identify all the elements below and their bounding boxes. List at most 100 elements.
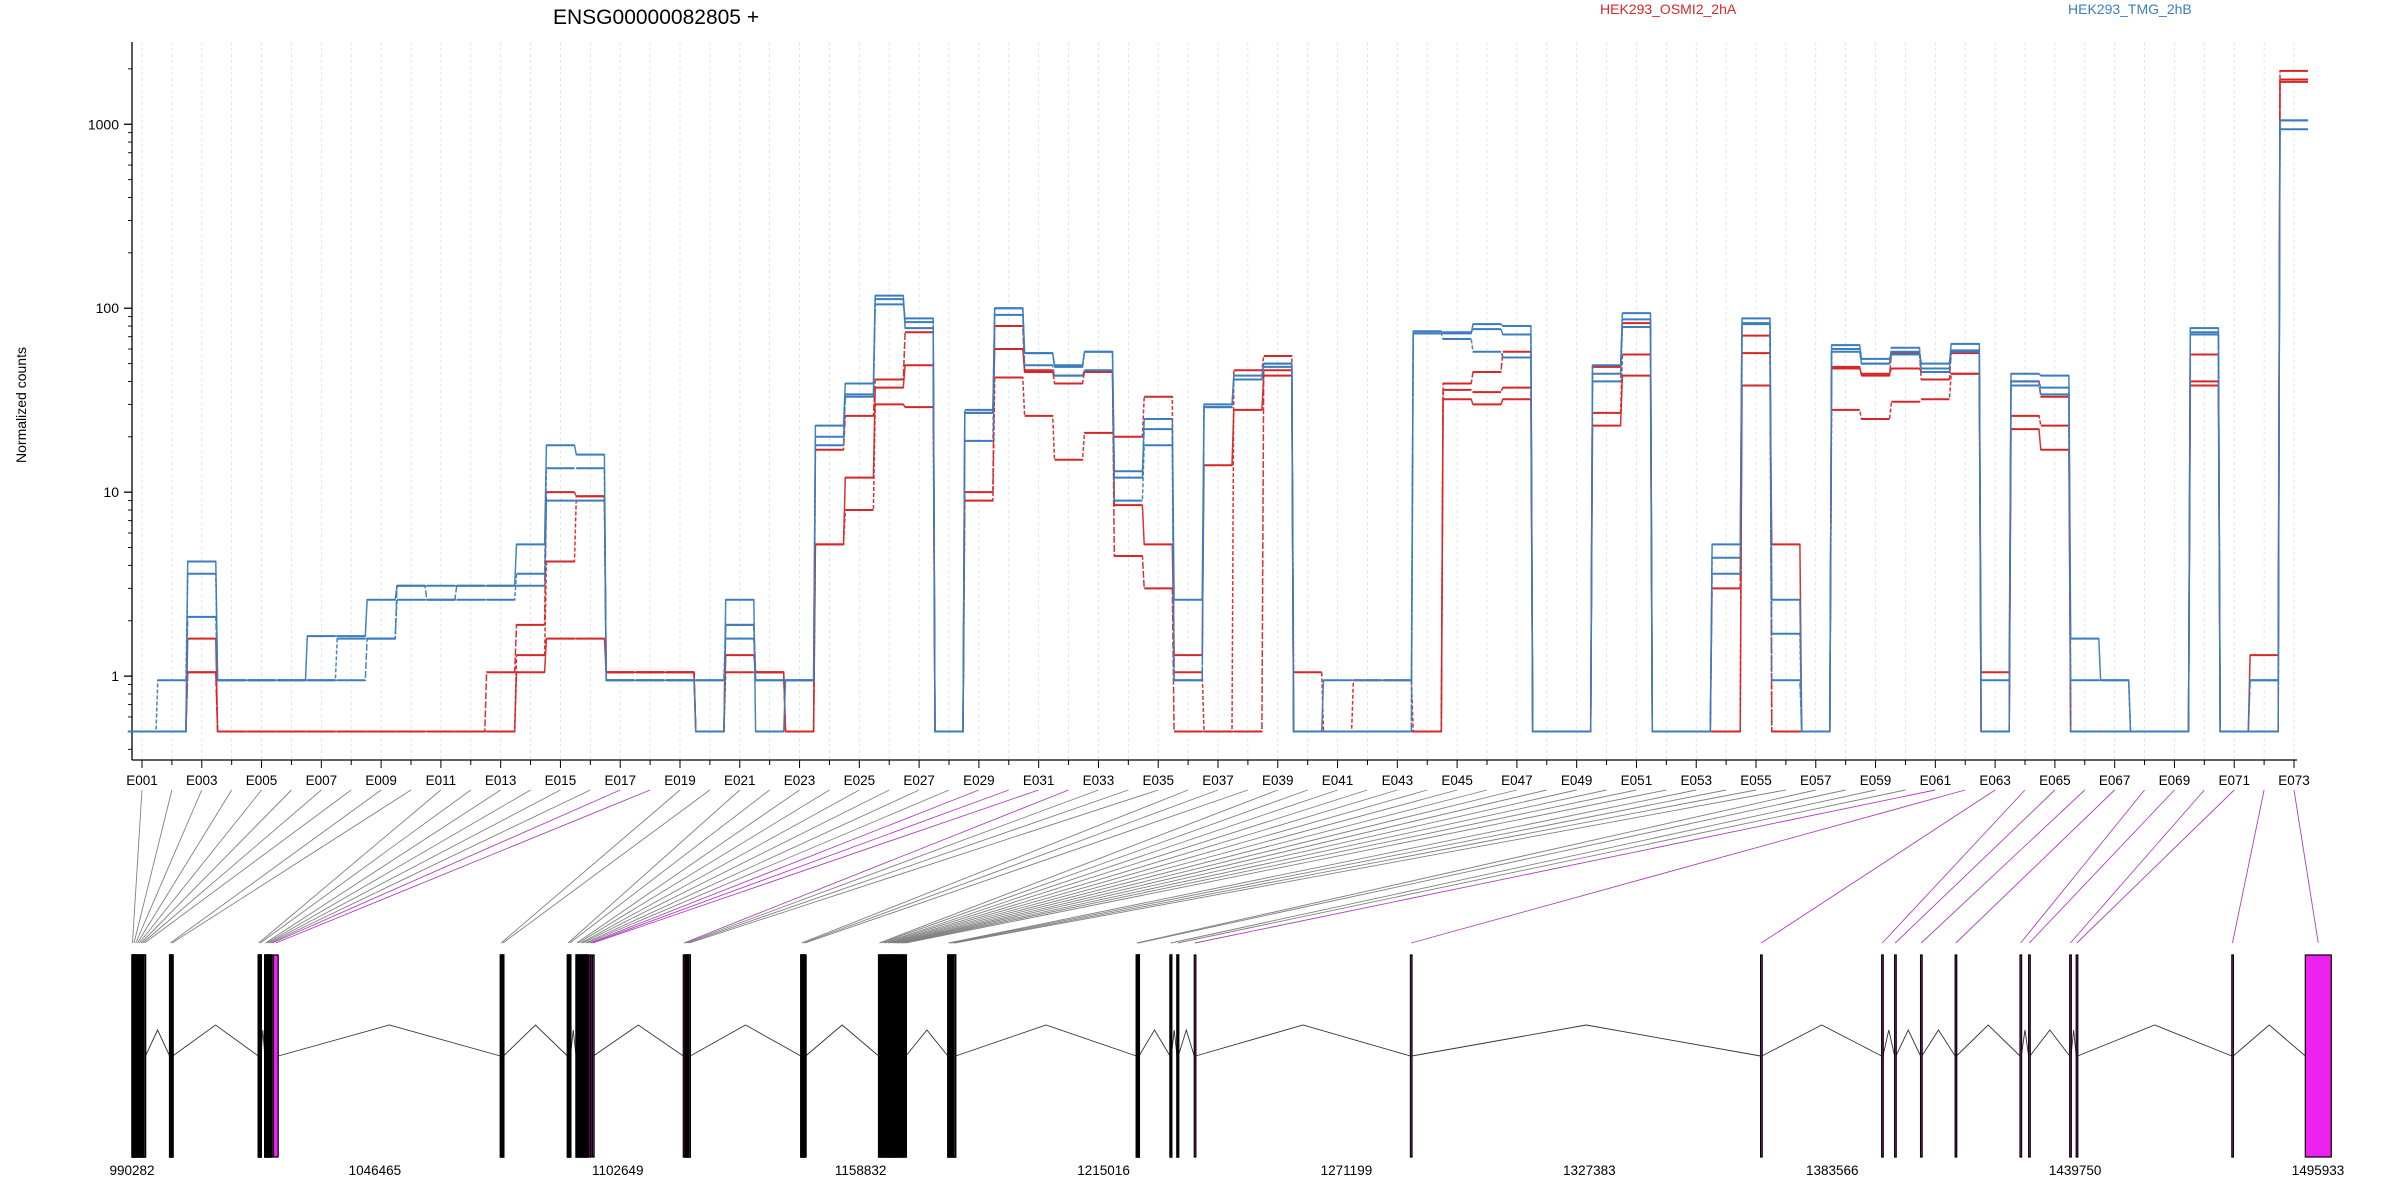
exon-connector bbox=[896, 789, 1547, 944]
x-tick-label: E031 bbox=[1023, 773, 1055, 788]
exon-connector bbox=[804, 789, 1249, 944]
x-tick-label: E049 bbox=[1561, 773, 1593, 788]
exon-connector bbox=[258, 789, 442, 944]
exon-connector bbox=[272, 789, 621, 944]
exon-connector bbox=[948, 789, 1697, 944]
x-tick-label: E063 bbox=[1979, 773, 2011, 788]
intron-line bbox=[905, 1029, 949, 1057]
x-tick-label: E009 bbox=[365, 773, 397, 788]
intron-line bbox=[2029, 1029, 2071, 1057]
genome-tick-label: 1046465 bbox=[349, 1163, 402, 1178]
y-tick-label: 1000 bbox=[88, 116, 119, 132]
exon-connector bbox=[268, 789, 561, 944]
exon-connector bbox=[140, 789, 292, 944]
x-tick-label: E055 bbox=[1740, 773, 1772, 788]
x-tick-label: E041 bbox=[1322, 773, 1354, 788]
intron-line bbox=[1138, 1029, 1171, 1057]
intron-line bbox=[2077, 1024, 2232, 1057]
y-tick-label: 100 bbox=[96, 300, 120, 316]
x-tick-label: E019 bbox=[664, 773, 696, 788]
genome-tick-label: 1158832 bbox=[835, 1163, 887, 1178]
exon-connector bbox=[889, 789, 1428, 944]
intron-line bbox=[1882, 1029, 1896, 1057]
x-tick-label: E061 bbox=[1920, 773, 1952, 788]
exon-connector bbox=[893, 789, 1488, 944]
x-axis: E001 E003 E005 E007 E009 E011 E013 E015 E017 E019… bbox=[126, 759, 2310, 788]
exon-connector bbox=[270, 789, 591, 944]
exon-box bbox=[2075, 954, 2079, 1158]
intron-line bbox=[278, 1024, 501, 1057]
x-tick-label: E015 bbox=[545, 773, 577, 788]
exon-connector bbox=[894, 789, 1517, 944]
exon-connector bbox=[500, 789, 681, 944]
exon-box bbox=[1954, 954, 1958, 1158]
exon-connector bbox=[567, 789, 741, 944]
x-tick-label: E051 bbox=[1621, 773, 1653, 788]
intron-line bbox=[1921, 1029, 1956, 1057]
exon-connector bbox=[2293, 789, 2319, 944]
exon-box bbox=[581, 954, 585, 1158]
intron-line bbox=[1895, 1028, 1921, 1057]
intron-line bbox=[1761, 1024, 1882, 1057]
exon-connector bbox=[133, 789, 173, 944]
y-tick-label: 10 bbox=[103, 484, 119, 500]
exon-connector bbox=[880, 789, 1308, 944]
exon-box bbox=[568, 954, 572, 1158]
exon-connector bbox=[585, 789, 920, 944]
exon-box bbox=[1760, 954, 1763, 1158]
x-tick-label: E023 bbox=[784, 773, 816, 788]
exon-connector bbox=[265, 789, 501, 944]
intron-line bbox=[1177, 1028, 1195, 1057]
exon-connector bbox=[954, 789, 1786, 944]
x-tick-label: E021 bbox=[724, 773, 756, 788]
exon-box bbox=[272, 954, 279, 1158]
legend-osmi2: HEK293_OSMI2_2hA bbox=[1600, 1, 1737, 17]
exon-connector bbox=[137, 789, 233, 944]
intron-line bbox=[503, 1024, 568, 1057]
exon-connector bbox=[580, 789, 860, 944]
exon-box bbox=[1409, 954, 1413, 1158]
exon-connector bbox=[171, 789, 412, 944]
genome-tick-label: 1383566 bbox=[1806, 1163, 1859, 1178]
exon-connector bbox=[1138, 789, 1846, 944]
exon-box bbox=[803, 954, 807, 1158]
x-tick-label: E059 bbox=[1860, 773, 1892, 788]
exon-box bbox=[883, 954, 888, 1158]
genome-tick-label: 1102649 bbox=[592, 1163, 644, 1178]
exon-connector bbox=[689, 789, 1159, 944]
exon-box bbox=[2304, 954, 2332, 1158]
exon-connector bbox=[1881, 789, 2026, 944]
exon-connector bbox=[879, 789, 1278, 944]
exon-connector bbox=[1170, 789, 1876, 944]
exon-box bbox=[2231, 954, 2235, 1158]
exon-box bbox=[591, 954, 595, 1158]
intron-line bbox=[689, 1024, 802, 1057]
exon-connector bbox=[138, 789, 262, 944]
exon-box bbox=[903, 954, 908, 1158]
genome-tick-label: 1215016 bbox=[1077, 1163, 1130, 1178]
exon-connector bbox=[898, 789, 1577, 944]
exon-connector bbox=[2076, 789, 2235, 944]
exon-box bbox=[2028, 954, 2031, 1158]
exon-connector bbox=[952, 789, 1757, 944]
exon-connector bbox=[142, 789, 322, 944]
x-tick-label: E003 bbox=[186, 773, 218, 788]
exon-connector bbox=[2028, 789, 2175, 944]
exon-connector bbox=[589, 789, 980, 944]
genome-tick-label: 1327383 bbox=[1563, 1163, 1616, 1178]
exon-box bbox=[1193, 954, 1197, 1158]
x-tick-label: E039 bbox=[1262, 773, 1294, 788]
exon-box bbox=[1169, 954, 1173, 1158]
exon-connector bbox=[170, 789, 382, 944]
exon-connector bbox=[259, 789, 472, 944]
exon-connector bbox=[502, 789, 711, 944]
intron-line bbox=[2232, 1024, 2306, 1057]
exon-box bbox=[687, 954, 691, 1158]
x-tick-label: E001 bbox=[126, 773, 158, 788]
exon-connector bbox=[144, 789, 352, 944]
x-tick-label: E043 bbox=[1382, 773, 1414, 788]
exon-connector bbox=[1136, 789, 1816, 944]
x-tick-label: E057 bbox=[1800, 773, 1832, 788]
exon-box bbox=[1894, 954, 1897, 1158]
exon-connector bbox=[591, 789, 1009, 944]
